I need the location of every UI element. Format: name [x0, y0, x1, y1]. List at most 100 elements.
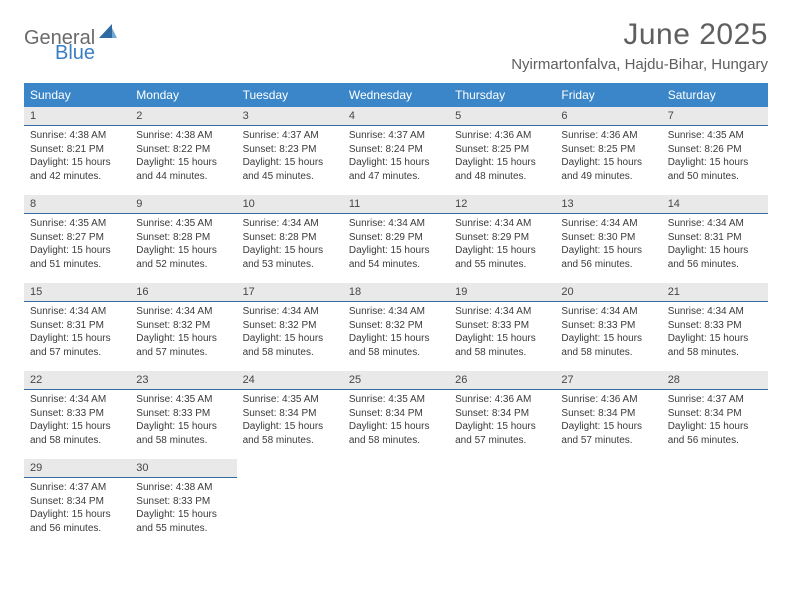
- sunrise-line: Sunrise: 4:35 AM: [136, 393, 230, 407]
- day-number: 9: [130, 195, 236, 214]
- calendar-cell: 29Sunrise: 4:37 AMSunset: 8:34 PMDayligh…: [24, 459, 130, 547]
- sunrise-line: Sunrise: 4:34 AM: [349, 217, 443, 231]
- sunset-line: Sunset: 8:32 PM: [243, 319, 337, 333]
- sunrise-line: Sunrise: 4:34 AM: [668, 217, 762, 231]
- day-number: 17: [237, 283, 343, 302]
- daylight-line: Daylight: 15 hours and 58 minutes.: [349, 332, 443, 359]
- day-number: 21: [662, 283, 768, 302]
- day-details: Sunrise: 4:35 AMSunset: 8:33 PMDaylight:…: [130, 390, 236, 451]
- logo-triangle-icon: [99, 24, 117, 43]
- day-number: 13: [555, 195, 661, 214]
- daylight-line: Daylight: 15 hours and 54 minutes.: [349, 244, 443, 271]
- sunrise-line: Sunrise: 4:35 AM: [349, 393, 443, 407]
- calendar-cell: 24Sunrise: 4:35 AMSunset: 8:34 PMDayligh…: [237, 371, 343, 459]
- calendar-cell: 4Sunrise: 4:37 AMSunset: 8:24 PMDaylight…: [343, 107, 449, 195]
- sunset-line: Sunset: 8:34 PM: [349, 407, 443, 421]
- calendar-cell: 13Sunrise: 4:34 AMSunset: 8:30 PMDayligh…: [555, 195, 661, 283]
- day-number: 11: [343, 195, 449, 214]
- weekday-header: Thursday: [449, 83, 555, 107]
- calendar-cell: 10Sunrise: 4:34 AMSunset: 8:28 PMDayligh…: [237, 195, 343, 283]
- sunset-line: Sunset: 8:25 PM: [561, 143, 655, 157]
- day-details: Sunrise: 4:34 AMSunset: 8:29 PMDaylight:…: [449, 214, 555, 275]
- calendar-cell: 12Sunrise: 4:34 AMSunset: 8:29 PMDayligh…: [449, 195, 555, 283]
- sunset-line: Sunset: 8:31 PM: [668, 231, 762, 245]
- sunrise-line: Sunrise: 4:37 AM: [30, 481, 124, 495]
- day-number: 12: [449, 195, 555, 214]
- day-details: Sunrise: 4:34 AMSunset: 8:29 PMDaylight:…: [343, 214, 449, 275]
- day-number: 25: [343, 371, 449, 390]
- day-number: 22: [24, 371, 130, 390]
- daylight-line: Daylight: 15 hours and 47 minutes.: [349, 156, 443, 183]
- sunset-line: Sunset: 8:27 PM: [30, 231, 124, 245]
- sunrise-line: Sunrise: 4:37 AM: [668, 393, 762, 407]
- day-details: Sunrise: 4:36 AMSunset: 8:25 PMDaylight:…: [449, 126, 555, 187]
- sunrise-line: Sunrise: 4:34 AM: [455, 305, 549, 319]
- sunrise-line: Sunrise: 4:35 AM: [243, 393, 337, 407]
- calendar-row: 15Sunrise: 4:34 AMSunset: 8:31 PMDayligh…: [24, 283, 768, 371]
- sunrise-line: Sunrise: 4:36 AM: [455, 393, 549, 407]
- day-number: 8: [24, 195, 130, 214]
- day-details: Sunrise: 4:34 AMSunset: 8:31 PMDaylight:…: [662, 214, 768, 275]
- header: General Blue June 2025 Nyirmartonfalva, …: [24, 18, 768, 73]
- day-details: Sunrise: 4:37 AMSunset: 8:24 PMDaylight:…: [343, 126, 449, 187]
- calendar-cell-empty: [662, 459, 768, 547]
- logo-word-2: Blue: [55, 42, 95, 65]
- calendar-cell: 21Sunrise: 4:34 AMSunset: 8:33 PMDayligh…: [662, 283, 768, 371]
- day-number: 7: [662, 107, 768, 126]
- day-number: 28: [662, 371, 768, 390]
- day-details: Sunrise: 4:34 AMSunset: 8:32 PMDaylight:…: [343, 302, 449, 363]
- calendar-row: 1Sunrise: 4:38 AMSunset: 8:21 PMDaylight…: [24, 107, 768, 195]
- sunset-line: Sunset: 8:25 PM: [455, 143, 549, 157]
- daylight-line: Daylight: 15 hours and 56 minutes.: [668, 244, 762, 271]
- daylight-line: Daylight: 15 hours and 58 minutes.: [136, 420, 230, 447]
- calendar-cell-empty: [449, 459, 555, 547]
- day-number: 20: [555, 283, 661, 302]
- sunrise-line: Sunrise: 4:34 AM: [349, 305, 443, 319]
- day-details: Sunrise: 4:34 AMSunset: 8:31 PMDaylight:…: [24, 302, 130, 363]
- sunset-line: Sunset: 8:31 PM: [30, 319, 124, 333]
- sunset-line: Sunset: 8:33 PM: [136, 495, 230, 509]
- day-details: Sunrise: 4:34 AMSunset: 8:33 PMDaylight:…: [662, 302, 768, 363]
- day-number: 2: [130, 107, 236, 126]
- sunset-line: Sunset: 8:28 PM: [243, 231, 337, 245]
- daylight-line: Daylight: 15 hours and 58 minutes.: [30, 420, 124, 447]
- day-number: 30: [130, 459, 236, 478]
- sunrise-line: Sunrise: 4:38 AM: [30, 129, 124, 143]
- weekday-header: Saturday: [662, 83, 768, 107]
- weekday-header: Friday: [555, 83, 661, 107]
- daylight-line: Daylight: 15 hours and 57 minutes.: [561, 420, 655, 447]
- calendar-cell: 1Sunrise: 4:38 AMSunset: 8:21 PMDaylight…: [24, 107, 130, 195]
- sunrise-line: Sunrise: 4:34 AM: [30, 393, 124, 407]
- day-details: Sunrise: 4:36 AMSunset: 8:34 PMDaylight:…: [449, 390, 555, 451]
- sunset-line: Sunset: 8:33 PM: [455, 319, 549, 333]
- day-details: Sunrise: 4:34 AMSunset: 8:32 PMDaylight:…: [237, 302, 343, 363]
- day-number: 10: [237, 195, 343, 214]
- sunset-line: Sunset: 8:21 PM: [30, 143, 124, 157]
- day-details: Sunrise: 4:35 AMSunset: 8:28 PMDaylight:…: [130, 214, 236, 275]
- daylight-line: Daylight: 15 hours and 55 minutes.: [136, 508, 230, 535]
- daylight-line: Daylight: 15 hours and 58 minutes.: [243, 420, 337, 447]
- daylight-line: Daylight: 15 hours and 44 minutes.: [136, 156, 230, 183]
- calendar-cell: 18Sunrise: 4:34 AMSunset: 8:32 PMDayligh…: [343, 283, 449, 371]
- day-number: 19: [449, 283, 555, 302]
- sunset-line: Sunset: 8:32 PM: [349, 319, 443, 333]
- day-details: Sunrise: 4:36 AMSunset: 8:34 PMDaylight:…: [555, 390, 661, 451]
- calendar-cell: 23Sunrise: 4:35 AMSunset: 8:33 PMDayligh…: [130, 371, 236, 459]
- daylight-line: Daylight: 15 hours and 48 minutes.: [455, 156, 549, 183]
- calendar-cell: 8Sunrise: 4:35 AMSunset: 8:27 PMDaylight…: [24, 195, 130, 283]
- day-details: Sunrise: 4:37 AMSunset: 8:34 PMDaylight:…: [24, 478, 130, 539]
- calendar-cell: 28Sunrise: 4:37 AMSunset: 8:34 PMDayligh…: [662, 371, 768, 459]
- day-details: Sunrise: 4:35 AMSunset: 8:34 PMDaylight:…: [237, 390, 343, 451]
- day-number: 4: [343, 107, 449, 126]
- day-details: Sunrise: 4:38 AMSunset: 8:22 PMDaylight:…: [130, 126, 236, 187]
- sunset-line: Sunset: 8:23 PM: [243, 143, 337, 157]
- sunrise-line: Sunrise: 4:34 AM: [561, 217, 655, 231]
- weekday-header: Wednesday: [343, 83, 449, 107]
- day-details: Sunrise: 4:34 AMSunset: 8:33 PMDaylight:…: [24, 390, 130, 451]
- calendar-cell: 14Sunrise: 4:34 AMSunset: 8:31 PMDayligh…: [662, 195, 768, 283]
- sunrise-line: Sunrise: 4:37 AM: [243, 129, 337, 143]
- calendar-cell: 2Sunrise: 4:38 AMSunset: 8:22 PMDaylight…: [130, 107, 236, 195]
- month-title: June 2025: [511, 18, 768, 52]
- day-number: 3: [237, 107, 343, 126]
- calendar-cell: 11Sunrise: 4:34 AMSunset: 8:29 PMDayligh…: [343, 195, 449, 283]
